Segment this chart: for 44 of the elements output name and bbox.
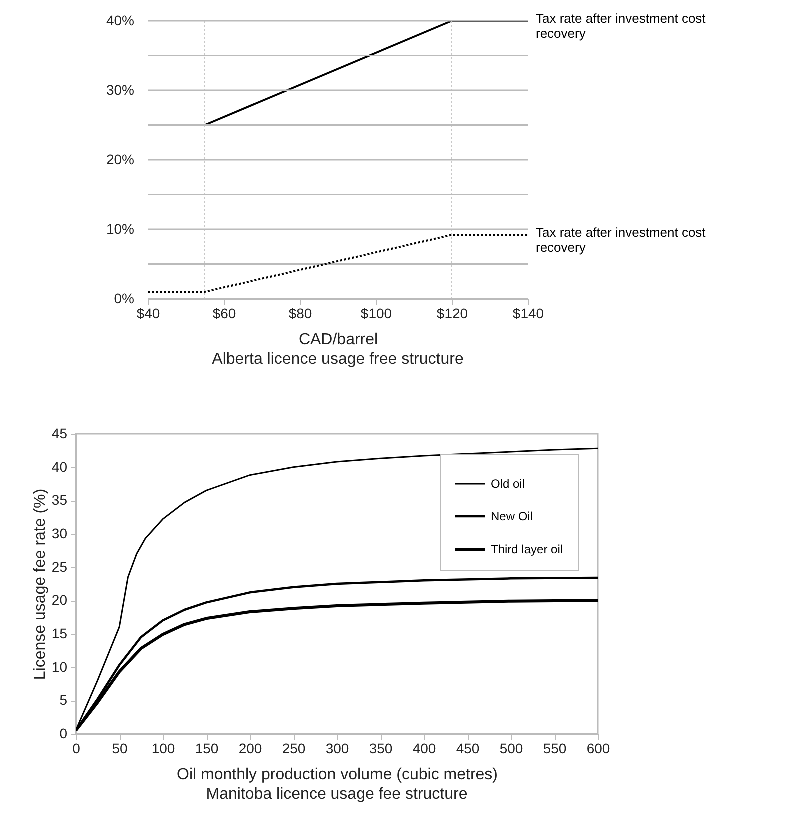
x-tick-label: 600 <box>586 740 610 756</box>
y-tick-label: 25 <box>52 558 68 575</box>
text: Alberta licence usage free structure <box>212 351 464 368</box>
x-tick-label: 50 <box>112 740 128 756</box>
x-tick-label: $120 <box>436 306 468 322</box>
x-tick-label: 0 <box>72 740 81 756</box>
x-tick-label: 250 <box>282 740 306 756</box>
y-tick-label: 0 <box>60 726 68 742</box>
y-tick-label: 15 <box>52 626 68 642</box>
x-tick-label: 200 <box>238 740 262 756</box>
x-tick-label: 450 <box>456 740 480 756</box>
x-axis-title: Oil monthly production volume (cubic metres) <box>176 766 498 784</box>
legend-label: Old oil <box>491 477 526 491</box>
legend-label: Third layer oil <box>491 542 564 556</box>
y-tick-label: 30 <box>52 526 68 542</box>
x-tick-label: 300 <box>326 740 350 756</box>
x-axis-title: CAD/barrel <box>298 332 378 348</box>
x-tick-label: $60 <box>212 306 236 322</box>
legend-label: New Oil <box>491 510 534 524</box>
x-tick-label: $80 <box>288 306 312 322</box>
y-tick-label: 5 <box>60 692 68 708</box>
y-tick-label: 10% <box>106 221 134 237</box>
y-axis-title: License usage fee rate (%) <box>32 488 49 680</box>
y-tick-label: 10 <box>52 658 68 675</box>
series-label: Tax rate after investment cost recovery <box>536 225 706 256</box>
y-tick-label: 35 <box>52 492 68 508</box>
x-tick-label: 550 <box>543 740 567 756</box>
y-tick-label: 40% <box>106 12 134 28</box>
y-tick-label: 0% <box>114 290 134 306</box>
text: Manitoba licence usage fee structure <box>206 786 468 803</box>
y-tick-label: 20 <box>52 592 68 608</box>
y-tick-label: 20% <box>106 152 134 168</box>
x-tick-label: $100 <box>360 306 392 322</box>
x-tick-label: 400 <box>412 740 436 756</box>
y-tick-label: 45 <box>52 426 68 442</box>
x-tick-label: 150 <box>195 740 219 756</box>
y-tick-label: 30% <box>106 82 134 98</box>
y-tick-label: 40 <box>52 458 68 475</box>
x-tick-label: $40 <box>136 306 160 322</box>
x-tick-label: 500 <box>500 740 524 756</box>
x-tick-label: 350 <box>369 740 393 756</box>
x-tick-label: $140 <box>512 306 544 322</box>
series-label: Tax rate after investment cost recovery <box>536 11 706 41</box>
x-tick-label: 100 <box>152 740 176 756</box>
